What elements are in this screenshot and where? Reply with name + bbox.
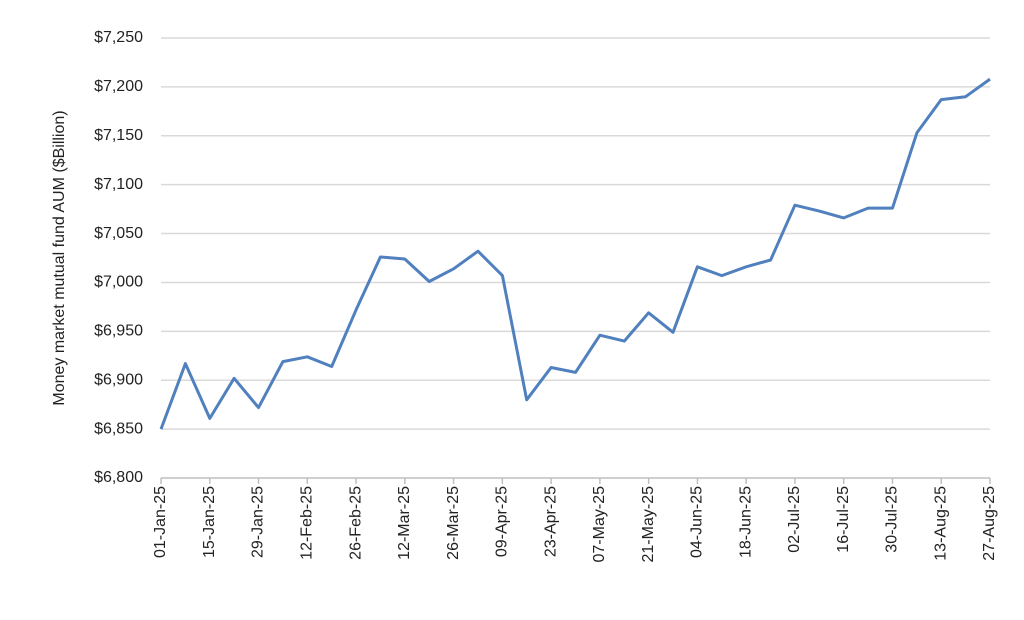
data-line [159,77,991,430]
x-tick-label: 13-Aug-25 [932,486,949,561]
x-tick-label: 27-Aug-25 [981,486,998,561]
x-tick-label: 26-Mar-25 [445,486,462,560]
y-tick-label: $6,900 [94,371,143,388]
y-tick-label: $7,200 [94,78,143,95]
x-tick-label: 09-Apr-25 [494,486,511,557]
x-tick-label: 07-May-25 [591,486,608,563]
y-axis-label: Money market mutual fund AUM ($Billion) [51,110,68,405]
x-tick-label: 12-Mar-25 [396,486,413,560]
x-tick-label: 12-Feb-25 [299,486,316,560]
x-tick-label: 29-Jan-25 [250,486,267,558]
x-tick-label: 16-Jul-25 [835,486,852,553]
y-tick-label: $7,050 [94,225,143,242]
y-tick-label: $7,100 [94,176,143,193]
x-tick-label: 01-Jan-25 [152,486,169,558]
x-tick-label: 18-Jun-25 [737,486,754,558]
y-tick-label: $7,150 [94,127,143,144]
x-tick-label: 23-Apr-25 [542,486,559,557]
x-tick-label: 30-Jul-25 [884,486,901,553]
x-tick-label: 02-Jul-25 [786,486,803,553]
x-tick-label: 04-Jun-25 [689,486,706,558]
y-tick-label: $6,800 [94,469,143,486]
y-tick-label: $7,000 [94,274,143,291]
y-tick-label: $7,250 [94,29,143,46]
x-tick-label: 26-Feb-25 [347,486,364,560]
x-tick-label: 21-May-25 [640,486,657,563]
x-tick-label: 15-Jan-25 [201,486,218,558]
y-tick-label: $6,850 [94,420,143,437]
y-tick-label: $6,950 [94,323,143,340]
